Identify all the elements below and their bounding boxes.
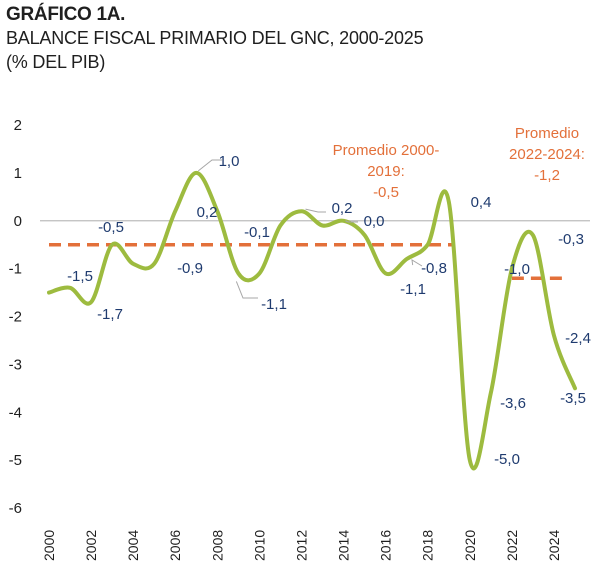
- x-tick-label: 2002: [83, 530, 99, 561]
- data-label: -3,5: [560, 390, 586, 407]
- average-annotation: 2022-2024:: [509, 146, 585, 163]
- data-label: 1,0: [219, 153, 240, 170]
- x-tick-label: 2008: [209, 530, 225, 561]
- x-tick-label: 2006: [167, 530, 183, 561]
- data-label: -0,3: [558, 231, 584, 248]
- y-tick-label: -6: [9, 500, 22, 517]
- x-tick-label: 2000: [41, 530, 57, 561]
- data-label: -5,0: [494, 451, 520, 468]
- y-tick-label: -4: [9, 404, 22, 421]
- label-leader-line: [305, 208, 326, 213]
- average-annotation: 2019:: [367, 163, 405, 180]
- x-tick-label: 2010: [251, 530, 267, 561]
- chart-unit: (% DEL PIB): [6, 52, 106, 72]
- x-tick-label: 2016: [378, 530, 394, 561]
- chart-header: GRÁFICO 1A. BALANCE FISCAL PRIMARIO DEL …: [6, 4, 424, 74]
- label-leader-line: [235, 281, 258, 299]
- label-leader-line: [345, 220, 358, 223]
- x-tick-label: 2012: [293, 530, 309, 561]
- data-label: -0,5: [98, 219, 124, 236]
- label-leader-line: [197, 159, 222, 172]
- y-tick-label: 2: [14, 117, 22, 134]
- balance-series-line: [47, 170, 577, 471]
- x-tick-label: 2024: [546, 530, 562, 561]
- average-annotation: -0,5: [373, 184, 399, 201]
- x-tick-label: 2022: [504, 530, 520, 561]
- label-leader-line: [411, 259, 423, 267]
- data-label: -0,1: [244, 224, 270, 241]
- y-tick-label: 0: [14, 213, 22, 230]
- data-label: 0,4: [471, 194, 492, 211]
- data-label: -2,4: [565, 330, 591, 347]
- chart-subtitle: BALANCE FISCAL PRIMARIO DEL GNC, 2000-20…: [6, 28, 424, 48]
- x-tick-label: 2014: [336, 530, 352, 561]
- data-label: 0,2: [332, 200, 353, 217]
- y-tick-label: -5: [9, 452, 22, 469]
- y-tick-label: -2: [9, 309, 22, 326]
- data-label: -0,8: [421, 260, 447, 277]
- average-annotation: Promedio 2000-: [333, 142, 440, 159]
- data-label: -1,0: [504, 261, 530, 278]
- data-label: -1,7: [97, 306, 123, 323]
- x-tick-label: 2018: [420, 530, 436, 561]
- x-tick-label: 2004: [125, 530, 141, 561]
- x-tick-label: 2020: [462, 530, 478, 561]
- chart-title: GRÁFICO 1A.: [6, 4, 126, 25]
- average-annotation: Promedio: [515, 125, 579, 142]
- data-label: 0,0: [364, 213, 385, 230]
- y-tick-label: -1: [9, 261, 22, 278]
- data-label: -1,1: [400, 281, 426, 298]
- data-label: -1,1: [261, 296, 287, 313]
- y-tick-label: -3: [9, 356, 22, 373]
- data-label: -0,9: [177, 260, 203, 277]
- data-label: 0,2: [197, 204, 218, 221]
- data-label: -3,6: [500, 395, 526, 412]
- y-tick-label: 1: [14, 165, 22, 182]
- data-label: -1,5: [67, 268, 93, 285]
- average-annotation: -1,2: [534, 167, 560, 184]
